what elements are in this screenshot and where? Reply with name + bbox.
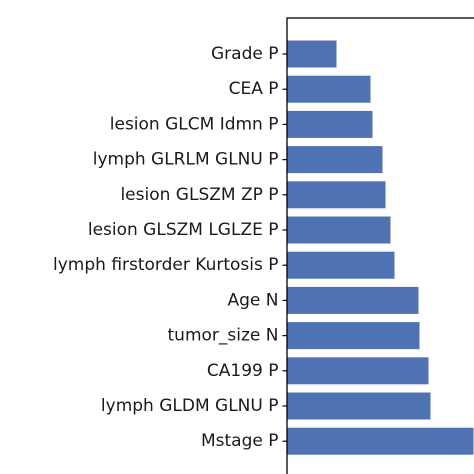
bar <box>287 181 386 209</box>
bar <box>287 357 429 385</box>
plot-frame <box>286 17 474 474</box>
bar <box>287 427 474 455</box>
y-tick-label: lesion GLSZM LGLZE P <box>88 220 279 240</box>
y-tick-label: lymph firstorder Kurtosis P <box>53 255 279 275</box>
bar <box>287 251 395 279</box>
bar <box>287 286 419 314</box>
y-tick-label: CA199 P <box>207 361 279 381</box>
y-tick-label: lymph GLRLM GLNU P <box>93 150 279 170</box>
bar <box>287 110 373 138</box>
y-tick-label: CEA P <box>229 79 279 99</box>
y-tick-label: tumor_size N <box>168 326 279 346</box>
y-tick-label: Mstage P <box>201 431 279 451</box>
bar <box>287 322 420 350</box>
y-tick-label: lesion GLCM Idmn P <box>110 114 279 134</box>
bars <box>287 40 474 455</box>
bar <box>287 216 391 244</box>
bar <box>287 146 383 174</box>
y-tick-label: lymph GLDM GLNU P <box>101 396 279 416</box>
bar <box>287 392 431 420</box>
y-tick-label: Age N <box>228 290 279 310</box>
bar <box>287 75 371 103</box>
bar <box>287 40 337 68</box>
y-axis-tick-labels: Grade P CEA P lesion GLCM Idmn P lymph GLRL… <box>53 44 279 451</box>
y-tick-label: Grade P <box>211 44 279 64</box>
y-tick-label: lesion GLSZM ZP P <box>120 185 278 205</box>
